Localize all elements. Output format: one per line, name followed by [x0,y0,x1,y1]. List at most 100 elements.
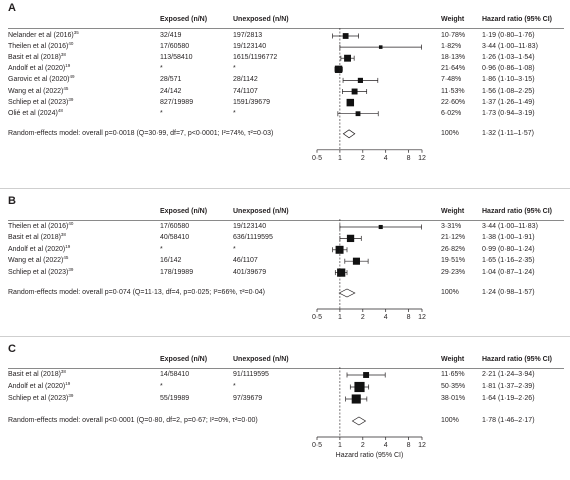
header-unexposed: Unexposed (n/N) [233,208,289,215]
summary-weight: 100% [441,129,459,137]
summary-hazard-ratio: 1·24 (0·98–1·57) [482,289,535,296]
header-rule [8,368,564,369]
study-name: Basit et al (2018)38 [8,369,66,378]
study-weight: 7·48% [441,76,462,84]
header-unexposed: Unexposed (n/N) [233,356,289,363]
hazard-ratio-value: 3·44 (1·00–11·83) [482,43,538,51]
unexposed-count: 401/39679 [233,268,267,276]
study-weight: 1·82% [441,43,462,51]
x-tick-label: 12 [418,155,426,162]
forest-panel-a: A Exposed (n/N) Unexposed (n/N) Weight H… [0,2,570,184]
exposed-count: * [160,383,163,390]
x-tick-label: 2 [361,442,365,449]
summary-label: Random-effects model: overall p<0·0001 (… [8,417,258,424]
panel-label: A [8,2,16,14]
header-weight: Weight [441,356,465,363]
forest-panel-b: B Exposed (n/N) Unexposed (n/N) Weight H… [0,195,570,331]
pooled-estimate-diamond [351,416,367,426]
point-estimate [335,245,344,254]
forest-plot-b: 0·5 1 2 4 8 12 [312,219,426,321]
x-tick-label: 8 [407,155,411,162]
study-name: Theilen et al (2016)40 [8,221,74,230]
summary-weight: 100% [441,417,459,424]
exposed-count: 113/58410 [160,54,193,62]
hazard-ratio-value: 1·65 (1·16–2·35) [482,257,535,265]
hazard-ratio-value: 3·44 (1·00–11·83) [482,223,538,230]
study-name: Nelander et al (2016)35 [8,30,79,39]
study-name: Garovic et al (2020)49 [8,74,75,84]
header-exposed: Exposed (n/N) [160,208,208,215]
reference-number: 39 [68,266,74,272]
unexposed-count: 97/39679 [233,395,263,402]
panel-label: C [8,343,16,355]
hazard-ratio-value: 1·04 (0·87–1·24) [482,268,535,276]
x-tick-label: 8 [407,314,411,321]
x-axis-title: Hazard ratio (95% CI) [336,452,404,459]
point-estimate [378,224,383,230]
hazard-ratio-value: 1·26 (1·03–1·54) [482,54,535,62]
point-estimate [334,65,343,73]
x-tick-label: 1 [338,155,342,162]
unexposed-count: 74/1107 [233,87,258,95]
exposed-count: 40/58410 [160,234,190,242]
point-estimate [351,88,358,95]
header-hazard-ratio: Hazard ratio (95% CI) [482,356,553,363]
point-estimate [342,33,349,39]
header-rule [8,220,564,221]
exposed-count: 17/60580 [160,223,190,230]
study-name: Basit et al (2018)38 [8,232,66,242]
x-tick-label: 4 [384,442,388,449]
study-weight: 11·65% [441,371,465,378]
exposed-count: * [160,245,163,253]
study-weight: 6·02% [441,109,462,117]
x-tick-label: 12 [418,442,426,449]
exposed-count: * [160,65,163,73]
exposed-count: 16/142 [160,257,182,265]
exposed-count: 827/19989 [160,98,194,106]
unexposed-count: 197/2813 [233,32,263,39]
x-tick-label: 1 [338,314,342,321]
study-weight: 3·31% [441,223,462,230]
unexposed-count: 28/1142 [233,76,258,84]
summary-label: Random-effects model: overall p=0·074 (Q… [8,289,265,296]
panel-separator [0,336,570,337]
reference-number: 38 [60,369,66,374]
x-tick-label: 0·5 [312,314,322,321]
study-name: Wang et al (2022)45 [8,255,69,265]
study-weight: 26·82% [441,245,466,253]
header-rule [8,28,564,29]
exposed-count: 55/19989 [160,395,190,402]
hazard-ratio-value: 1·37 (1·26–1·49) [482,98,535,106]
reference-number: 19 [65,243,71,249]
exposed-count: 178/19989 [160,268,194,276]
point-estimate [354,381,365,393]
unexposed-count: 1591/39679 [233,98,270,106]
exposed-count: 17/60580 [160,43,190,51]
x-tick-label: 12 [418,314,426,321]
hazard-ratio-value: 1·73 (0·94–3·19) [482,109,535,117]
summary-label: Random-effects model: overall p=0·0018 (… [8,129,274,137]
exposed-count: * [160,109,163,117]
hazard-ratio-value: 1·64 (1·19–2·26) [482,395,535,402]
header-weight: Weight [441,16,465,23]
study-name: Basit et al (2018)38 [8,52,66,62]
point-estimate [344,54,351,62]
study-weight: 21·64% [441,65,466,73]
study-weight: 50·35% [441,383,466,390]
exposed-count: 14/58410 [160,371,190,378]
reference-number: 49 [69,74,75,80]
point-estimate [363,372,370,378]
unexposed-count: * [233,245,236,253]
reference-number: 40 [68,221,74,226]
hazard-ratio-value: 2·21 (1·24–3·94) [482,371,535,378]
point-estimate [337,268,346,277]
point-estimate [357,77,363,83]
hazard-ratio-value: 1·19 (0·80–1·76) [482,32,535,39]
unexposed-count: * [233,383,236,390]
reference-number: 35 [73,30,79,35]
reference-number: 19 [65,381,71,386]
study-weight: 22·60% [441,98,466,106]
reference-number: 40 [68,41,74,47]
unexposed-count: 636/1119595 [233,234,273,242]
